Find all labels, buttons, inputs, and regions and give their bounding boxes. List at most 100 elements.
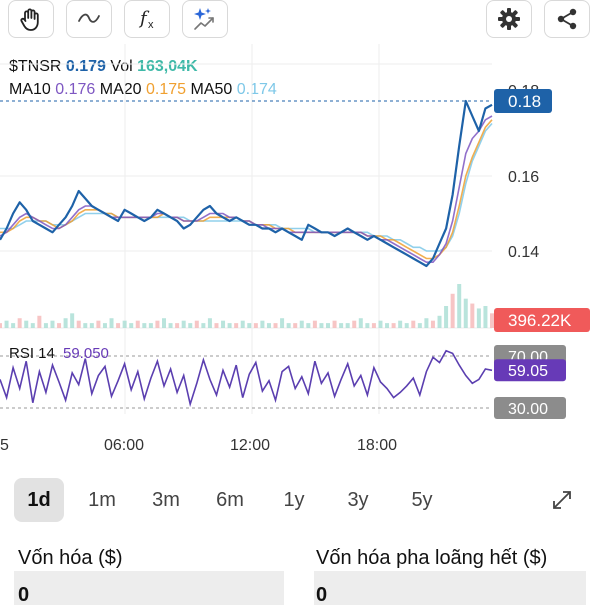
line-tool-button[interactable] (66, 0, 112, 38)
volume-bar (352, 320, 357, 328)
rsi-30-badge (494, 397, 566, 419)
ma20-label: MA20 (99, 81, 142, 98)
ma-legend: MA10 0.176 MA20 0.175 MA50 0.174 (9, 81, 277, 99)
gear-icon (498, 8, 520, 30)
volume-bar (76, 320, 81, 328)
volume-bar (293, 323, 298, 328)
volume-bar (129, 323, 134, 328)
volume-bar (253, 323, 258, 328)
volume-bar (175, 323, 180, 328)
volume-bar (162, 318, 166, 328)
volume-bar (63, 318, 68, 328)
volume-bar (444, 306, 449, 328)
volume-bar (483, 306, 488, 328)
current-price-badge (494, 89, 552, 113)
volume-badge-text: 396.22K (508, 311, 572, 330)
volume-bar (411, 320, 416, 328)
timeframe-3y[interactable]: 3y (347, 489, 369, 511)
timeframe-1m[interactable]: 1m (88, 489, 116, 511)
volume-bar (155, 320, 160, 328)
timeframe-selector: 1d 1m 3m 6m 1y 3y 5y (14, 478, 586, 522)
volume-bar (299, 320, 304, 328)
timeframe-5y[interactable]: 5y (411, 489, 433, 511)
ma50-label: MA50 (190, 81, 233, 98)
volume-bar (37, 315, 42, 328)
volume-bars (0, 284, 494, 328)
svg-text:x: x (148, 19, 154, 31)
timeframe-3m[interactable]: 3m (152, 489, 180, 511)
fx-icon: f x (138, 8, 154, 31)
vol-value: 163,04K (137, 58, 198, 75)
price-line (0, 99, 493, 268)
chart-toolbar: f x (0, 0, 600, 44)
volume-bar (240, 320, 245, 328)
volume-bar (404, 323, 409, 328)
vol-label: Vol (110, 58, 133, 75)
volume-bar (207, 318, 212, 328)
expand-chart-button[interactable] (550, 488, 574, 517)
time-tick-label: 12:00 (230, 437, 270, 454)
ma50-value: 0.174 (236, 81, 277, 98)
timeframe-1d[interactable]: 1d (14, 478, 64, 522)
volume-bar (266, 323, 271, 328)
volume-bar (437, 315, 442, 328)
market-cap-box (14, 571, 284, 605)
ma10-line (0, 115, 493, 263)
market-cap-label: Vốn hóa ($) (18, 547, 123, 569)
rsi-30-badge-text: 30.00 (508, 401, 548, 418)
volume-bar (214, 323, 219, 328)
volume-bar (57, 323, 62, 328)
volume-bar (470, 303, 475, 328)
volume-bar (391, 323, 396, 328)
share-icon (557, 8, 577, 30)
ma50-line (0, 122, 493, 252)
wave-line-icon (78, 13, 100, 23)
price-tick-label: 0.16 (508, 169, 539, 186)
price-badges: 0.18 396.22K (494, 89, 590, 332)
chart-grid (0, 44, 492, 414)
fully-diluted-cap-value: 0 (316, 584, 328, 606)
volume-bar (371, 323, 376, 328)
volume-bar (490, 313, 494, 328)
volume-bar (312, 320, 317, 328)
volume-bar (201, 323, 206, 328)
volume-bar (227, 323, 232, 328)
volume-bar (273, 323, 278, 328)
volume-bar (424, 318, 429, 328)
share-button[interactable] (544, 0, 590, 38)
volume-bar (96, 320, 101, 328)
volume-bar (109, 318, 114, 328)
price-series (0, 99, 493, 268)
volume-bar (417, 323, 422, 328)
ma10-value: 0.176 (55, 81, 96, 98)
hand-icon (20, 8, 39, 31)
volume-bar (43, 323, 48, 328)
last-price: 0.179 (65, 58, 106, 75)
volume-bar (4, 320, 9, 328)
time-tick-label: 06:00 (104, 437, 144, 454)
volume-bar (463, 298, 468, 328)
hand-tool-button[interactable] (8, 0, 54, 38)
volume-bar (306, 323, 311, 328)
volume-bar (365, 323, 370, 328)
timeframe-6m[interactable]: 6m (216, 489, 244, 511)
volume-bar (332, 320, 337, 328)
market-cap-value: 0 (18, 584, 30, 606)
volume-bar (102, 323, 107, 328)
volume-bar (0, 323, 2, 328)
ai-sparkle-button[interactable] (182, 0, 228, 38)
settings-button[interactable] (486, 0, 532, 38)
volume-badge (494, 308, 590, 332)
volume-bar (17, 318, 22, 328)
timeframe-1y[interactable]: 1y (283, 489, 305, 511)
volume-bar (188, 323, 193, 328)
rsi-label: RSI 14 (9, 345, 55, 362)
expand-diagonal-icon (553, 491, 571, 509)
volume-bar (181, 320, 186, 328)
volume-bar (247, 323, 252, 328)
volume-bar (50, 320, 55, 328)
volume-bar (345, 323, 350, 328)
indicator-button[interactable]: f x (124, 0, 170, 38)
